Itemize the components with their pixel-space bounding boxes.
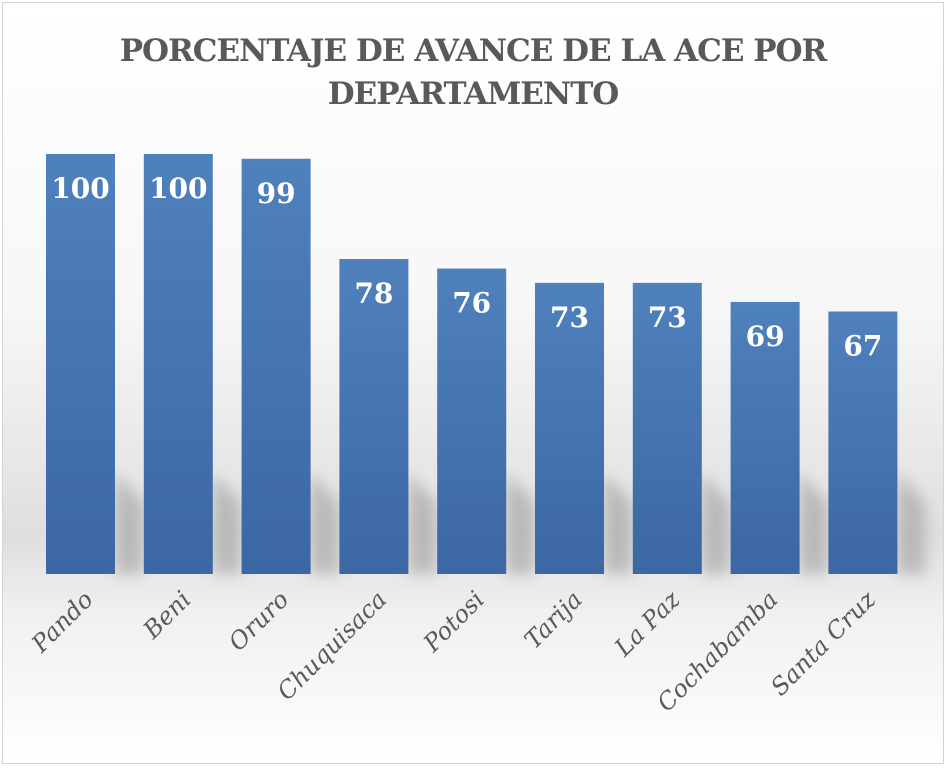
data-label: 78 <box>354 277 393 310</box>
x-tick-label: Tarija <box>519 585 588 654</box>
bar-tarija <box>535 282 604 574</box>
data-label: 100 <box>149 172 207 205</box>
bar-potosi <box>437 268 507 574</box>
x-tick-label: La Paz <box>609 585 686 662</box>
bar-oruro <box>241 158 311 575</box>
chart-title-line-2: DEPARTAMENTO <box>328 76 619 112</box>
data-label: 100 <box>51 172 109 205</box>
bar-beni <box>143 154 213 574</box>
bar-shadow <box>408 473 437 574</box>
bar-shadow <box>115 473 143 574</box>
bar-shadow <box>897 473 926 574</box>
data-label: 69 <box>746 320 785 353</box>
chart-title-line-1: PORCENTAJE DE AVANCE DE LA ACE POR <box>120 33 828 69</box>
data-label: 73 <box>550 301 589 334</box>
bar-cochabamba <box>730 301 800 574</box>
bar-la-paz <box>632 282 702 574</box>
bar-shadow <box>701 473 730 574</box>
bar-shadow <box>212 473 241 574</box>
x-tick-label: Oruro <box>223 585 294 656</box>
bar-chuquisaca <box>339 259 409 574</box>
data-label: 73 <box>648 301 687 334</box>
x-tick-label: Pando <box>25 585 98 658</box>
bar-shadow <box>506 473 535 574</box>
data-label: 76 <box>452 287 491 320</box>
data-label: 99 <box>257 177 296 210</box>
data-label: 67 <box>843 330 882 363</box>
bar-pando <box>46 154 115 574</box>
bar-santa-cruz <box>828 311 898 574</box>
bar-chart: PORCENTAJE DE AVANCE DE LA ACE POR DEPAR… <box>25 33 926 717</box>
x-tick-label: Potosi <box>417 585 490 658</box>
bar-shadow <box>310 473 339 574</box>
bar-shadow <box>799 473 828 574</box>
bar-shadow <box>604 473 632 574</box>
x-tick-label: Santa Cruz <box>765 585 881 701</box>
x-tick-label: Beni <box>137 585 196 644</box>
